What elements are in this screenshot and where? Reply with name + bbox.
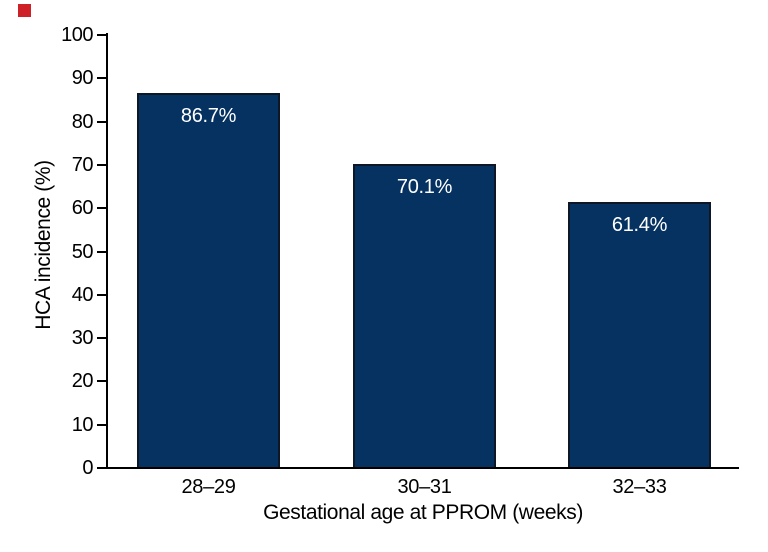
y-tick-mark [97, 34, 107, 36]
bar-value-label: 61.4% [611, 214, 668, 236]
y-tick-mark [97, 380, 107, 382]
y-tick-mark [97, 207, 107, 209]
x-category-label: 30–31 [397, 476, 452, 498]
bar-32–33 [568, 202, 711, 468]
y-tick-label: 40 [71, 284, 94, 306]
y-tick-mark [97, 424, 107, 426]
bar-value-label: 86.7% [180, 105, 237, 127]
y-tick-label: 50 [71, 241, 94, 263]
bar-28–29 [137, 93, 280, 468]
y-tick-mark [97, 121, 107, 123]
y-tick-label: 90 [71, 67, 94, 89]
x-category-label: 32–33 [612, 476, 667, 498]
x-axis-line [106, 467, 739, 469]
y-axis-line [106, 33, 108, 469]
red-corner-marker [18, 4, 31, 17]
bar-value-label: 70.1% [396, 176, 453, 198]
y-tick-label: 10 [71, 414, 94, 436]
y-tick-label: 0 [82, 457, 93, 479]
y-tick-label: 80 [71, 111, 94, 133]
y-tick-label: 20 [71, 370, 94, 392]
y-tick-mark [97, 294, 107, 296]
y-tick-mark [97, 164, 107, 166]
y-tick-mark [97, 467, 107, 469]
y-tick-label: 100 [61, 24, 93, 46]
y-tick-label: 30 [71, 327, 94, 349]
y-tick-label: 70 [71, 154, 94, 176]
y-axis-title: HCA incidence (%) [32, 160, 55, 330]
bar-30–31 [353, 164, 496, 468]
y-tick-mark [97, 337, 107, 339]
x-axis-title: Gestational age at PPROM (weeks) [263, 501, 583, 524]
y-tick-mark [97, 251, 107, 253]
x-category-label: 28–29 [181, 476, 236, 498]
y-tick-label: 60 [71, 197, 94, 219]
y-tick-mark [97, 77, 107, 79]
